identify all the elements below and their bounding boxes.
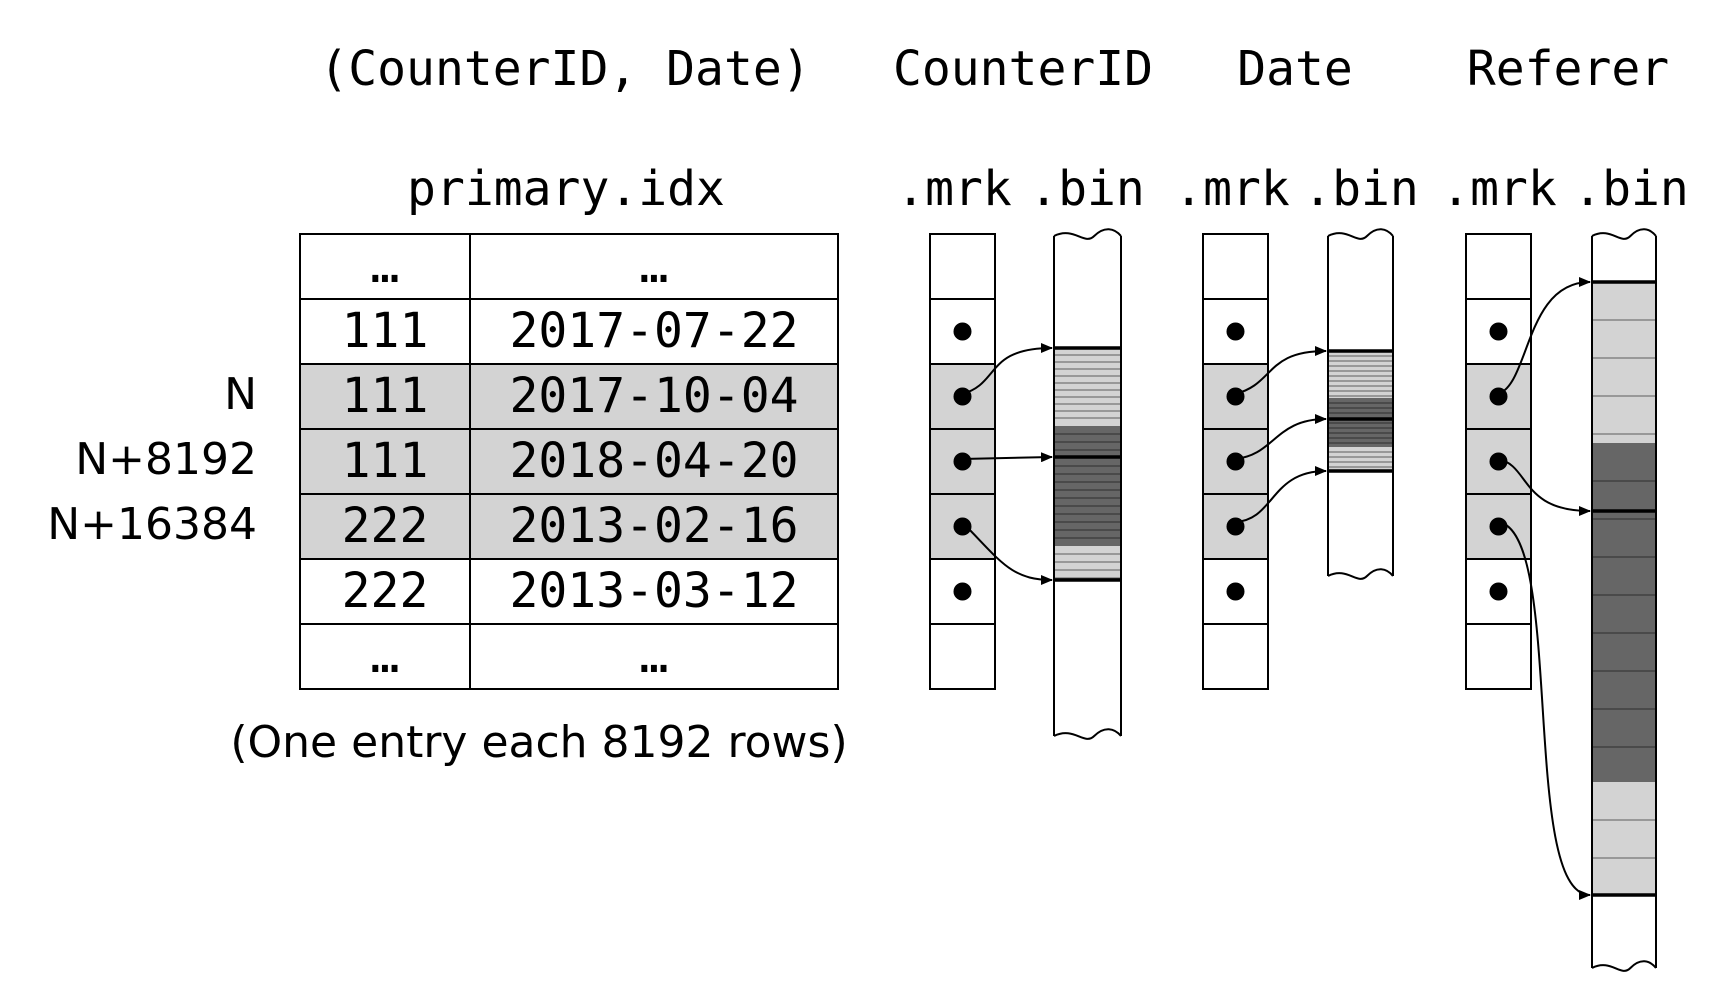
mark-cell — [929, 233, 996, 300]
table-row — [299, 493, 839, 560]
counter-cell: … — [371, 628, 400, 684]
primary-key-header: (CounterID, Date) — [319, 41, 810, 97]
mark-arrow — [961, 521, 1053, 585]
date-column-header: Date — [1237, 41, 1353, 97]
counter-cell: … — [371, 238, 400, 294]
mark-dot — [953, 452, 972, 471]
mark-arrow — [1497, 277, 1591, 395]
data-block — [1054, 546, 1121, 580]
row-label-n-16384: N+16384 — [47, 499, 257, 550]
torn-edge-bottom — [1053, 728, 1122, 740]
table-row — [299, 623, 839, 690]
row-label-n-8192: N+8192 — [75, 434, 257, 485]
counter-cell: 111 — [342, 368, 429, 424]
referer-mrk-label: .mrk — [1441, 161, 1557, 217]
mark-dot — [1226, 582, 1245, 601]
mark-arrow — [961, 343, 1053, 395]
counter-cell: 111 — [342, 433, 429, 489]
date-cell: … — [640, 628, 669, 684]
mark-arrows — [961, 277, 1591, 900]
mark-dot — [953, 322, 972, 341]
torn-edge-top — [1327, 228, 1394, 240]
data-block — [1054, 348, 1121, 426]
data-block — [1054, 426, 1121, 546]
date-cell: 2017-10-04 — [510, 368, 799, 424]
table-row — [299, 363, 839, 430]
mark-dot — [953, 582, 972, 601]
counter-cell: 222 — [342, 563, 429, 619]
mark-arrow — [1497, 521, 1591, 900]
mark-cell — [929, 623, 996, 690]
mark-dot — [1489, 452, 1508, 471]
date-cell: 2013-02-16 — [510, 498, 799, 554]
mark-dot — [1226, 322, 1245, 341]
primary-idx-label: primary.idx — [407, 161, 725, 217]
date-mrk-file — [1202, 233, 1269, 690]
torn-edge-bottom — [1327, 568, 1394, 580]
table-row — [299, 558, 839, 625]
counter-cell: 222 — [342, 498, 429, 554]
mark-arrow — [1234, 414, 1327, 460]
mark-dot — [953, 517, 972, 536]
table-row — [299, 233, 839, 300]
data-block — [1592, 282, 1656, 443]
mark-cell — [1465, 623, 1532, 690]
counterid-mrk-label: .mrk — [896, 161, 1012, 217]
date-cell: 2017-07-22 — [510, 303, 799, 359]
referer-mrk-file — [1465, 233, 1532, 690]
mark-dot — [1489, 582, 1508, 601]
data-block — [1592, 443, 1656, 782]
mark-dot — [1226, 452, 1245, 471]
torn-edge-top — [1591, 228, 1657, 240]
caption: (One entry each 8192 rows) — [230, 717, 847, 768]
torn-edge-bottom — [1591, 960, 1657, 972]
mark-dot — [1226, 387, 1245, 406]
date-bin-file — [1327, 228, 1394, 580]
mark-arrow — [1234, 346, 1327, 395]
mark-arrow — [1234, 466, 1327, 523]
mark-dot — [953, 387, 972, 406]
mark-cell — [1202, 623, 1269, 690]
counterid-bin-label: .bin — [1029, 161, 1145, 217]
date-cell: 2013-03-12 — [510, 563, 799, 619]
data-block — [1592, 782, 1656, 895]
date-bin-label: .bin — [1303, 161, 1419, 217]
mark-arrow — [1497, 458, 1591, 516]
counterid-column-header: CounterID — [893, 41, 1153, 97]
counter-cell: 111 — [342, 303, 429, 359]
mark-cell — [1202, 233, 1269, 300]
torn-edge-top — [1053, 228, 1122, 240]
date-cell: 2018-04-20 — [510, 433, 799, 489]
mark-dot — [1489, 322, 1508, 341]
referer-bin-file — [1591, 228, 1657, 972]
row-label-n: N — [224, 369, 257, 420]
table-row — [299, 298, 839, 365]
mark-arrow — [961, 452, 1053, 463]
date-cell: … — [640, 238, 669, 294]
date-mrk-label: .mrk — [1174, 161, 1290, 217]
primary-index-table: … … 111 2017-07-22 111 2017-10-04 111 2018-04-2… — [299, 233, 839, 690]
mark-dot — [1489, 517, 1508, 536]
counterid-bin-file — [1053, 228, 1122, 740]
data-block — [1328, 351, 1393, 398]
mark-cell — [1465, 233, 1532, 300]
counterid-mrk-file — [929, 233, 996, 690]
referer-column-header: Referer — [1467, 41, 1669, 97]
referer-bin-label: .bin — [1573, 161, 1689, 217]
